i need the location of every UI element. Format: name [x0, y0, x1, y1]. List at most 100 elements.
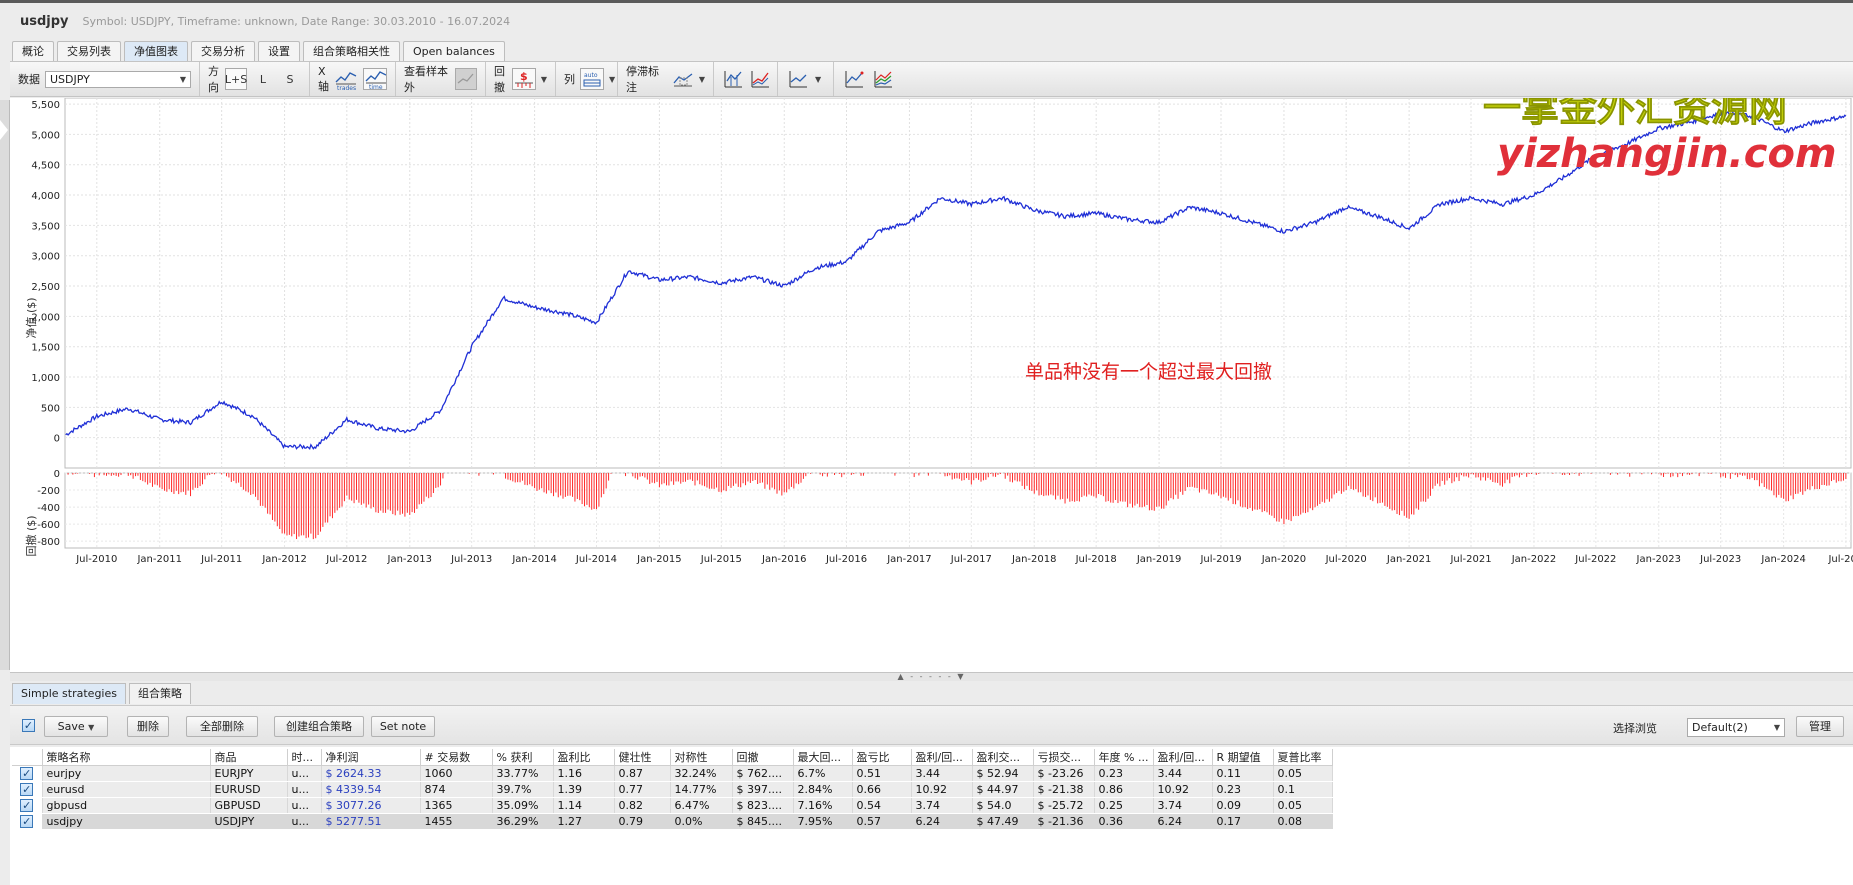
direction-long-button[interactable]: L [259, 72, 267, 86]
view-select[interactable]: Default(2) ▼ [1687, 718, 1785, 737]
column-header[interactable]: R 期望值 [1212, 749, 1274, 766]
oos-toggle[interactable] [455, 68, 477, 90]
multi-chart-group [834, 62, 904, 96]
column-header[interactable]: % 获利 [492, 749, 554, 766]
table-cell: 0.23 [1212, 781, 1274, 798]
equity-chart-red-button[interactable] [749, 68, 771, 90]
table-row[interactable]: ✓ usdjpy USDJPY u... $ 5277.51 1455 36.29% 1.27… [12, 813, 1333, 830]
table-cell: $ 823.... [732, 797, 794, 814]
table-cell: u... [287, 797, 322, 814]
tab-settings[interactable]: 设置 [258, 41, 300, 61]
columns-auto-select[interactable]: auto [580, 68, 604, 90]
set-note-button[interactable]: Set note [371, 716, 435, 737]
tab-portfolio-correlation[interactable]: 组合策略相关性 [303, 41, 400, 61]
table-cell: 0.87 [614, 765, 671, 782]
equity-chart-button[interactable] [722, 68, 744, 90]
table-cell: 0.54 [852, 797, 912, 814]
chevron-down-icon[interactable]: ▼ [609, 74, 616, 84]
tab-portfolio-strategies[interactable]: 组合策略 [128, 683, 191, 704]
xaxis-trades-button[interactable]: trades [334, 68, 358, 90]
column-header[interactable]: 盈利/回... [911, 749, 973, 766]
tab-open-balances[interactable]: Open balances [403, 41, 505, 61]
columns-auto-caption: auto [584, 72, 598, 79]
column-header[interactable]: 盈利交... [972, 749, 1034, 766]
drawdown-tick-label: -400 [37, 503, 60, 514]
direction-short-button[interactable]: S [286, 72, 294, 86]
column-header[interactable]: 盈利比 [553, 749, 615, 766]
select-all-checkbox[interactable]: ✓ [22, 719, 35, 732]
tab-trade-list[interactable]: 交易列表 [57, 41, 121, 61]
delete-all-button[interactable]: 全部删除 [186, 716, 258, 737]
x-tick-label: Jan-2016 [761, 554, 806, 565]
table-row[interactable]: ✓ eurjpy EURJPY u... $ 2624.33 1060 33.77% 1.16… [12, 765, 1333, 782]
svg-text:$: $ [520, 70, 528, 83]
portfolio-chart-button[interactable] [842, 68, 866, 90]
multi-series-chart-button[interactable] [871, 68, 895, 90]
row-checkbox[interactable]: ✓ [20, 767, 34, 780]
column-header[interactable]: 策略名称 [42, 749, 211, 766]
column-header[interactable]: 时... [287, 749, 322, 766]
row-checkbox[interactable]: ✓ [20, 815, 34, 828]
equity-tick-label: 3,500 [31, 221, 60, 232]
collapse-arrow-icon[interactable] [0, 120, 8, 140]
column-header[interactable]: 对称性 [670, 749, 733, 766]
chevron-down-icon[interactable]: ▼ [815, 74, 822, 84]
column-header[interactable]: 盈利/回... [1153, 749, 1213, 766]
column-header[interactable]: 夏普比率 [1273, 749, 1333, 766]
xaxis-label: X 轴 [318, 64, 329, 93]
xaxis-time-button[interactable]: time [363, 68, 387, 90]
x-tick-label: Jul-2022 [1574, 554, 1616, 565]
chevron-down-icon[interactable]: ▼ [698, 74, 705, 84]
table-cell: 0.77 [614, 781, 671, 798]
x-tick-label: Jan-2023 [1636, 554, 1681, 565]
create-portfolio-button[interactable]: 创建组合策略 [274, 716, 364, 737]
strategy-subtitle: Symbol: USDJPY, Timeframe: unknown, Date… [82, 14, 511, 28]
table-row[interactable]: ✓ eurusd EURUSD u... $ 4339.54 874 39.7% 1.39 0.… [12, 781, 1333, 798]
save-button[interactable]: Save ▼ [44, 716, 108, 737]
row-checkbox[interactable]: ✓ [20, 783, 34, 796]
table-cell: USDJPY [210, 813, 288, 830]
chevron-down-icon[interactable]: ▼ [540, 74, 547, 84]
column-header[interactable]: 年度 % ... [1094, 749, 1154, 766]
equity-tick-label: 500 [41, 403, 60, 414]
direction-group: 方向 L+S L S [200, 62, 310, 96]
drawdown-group: 回撤 $ ▼ [486, 62, 556, 96]
tab-equity-chart[interactable]: 净值图表 [124, 41, 188, 61]
column-header[interactable]: # 交易数 [420, 749, 493, 766]
drawdown-mode-select[interactable]: $ [511, 68, 536, 90]
tab-simple-strategies[interactable]: Simple strategies [12, 683, 126, 704]
column-header[interactable]: 回撤 [732, 749, 794, 766]
table-cell: u... [287, 781, 322, 798]
auto-columns-icon: auto [583, 72, 601, 87]
line-chart-icon [751, 71, 769, 88]
x-tick-label: Jan-2020 [1261, 554, 1306, 565]
column-header[interactable]: 健壮性 [614, 749, 671, 766]
stagnation-button[interactable] [672, 68, 694, 90]
tab-overview[interactable]: 概论 [12, 41, 54, 61]
delete-button[interactable]: 删除 [127, 716, 169, 737]
row-checkbox-cell: ✓ [12, 797, 43, 814]
x-tick-label: Jul-2012 [325, 554, 367, 565]
table-cell: 0.51 [852, 765, 912, 782]
direction-ls-button[interactable]: L+S [225, 68, 247, 90]
table-row[interactable]: ✓ gbpusd GBPUSD u... $ 3077.26 1365 35.09% 1.14… [12, 797, 1333, 814]
row-checkbox[interactable]: ✓ [20, 799, 34, 812]
x-tick-label: Jan-2012 [261, 554, 306, 565]
column-header[interactable]: 商品 [210, 749, 288, 766]
column-header[interactable]: 最大回... [793, 749, 853, 766]
table-cell: u... [287, 813, 322, 830]
table-cell: 0.05 [1273, 765, 1333, 782]
column-header[interactable]: 盈亏比 [852, 749, 912, 766]
drawdown-tick-label: 0 [54, 469, 60, 480]
tab-trade-analysis[interactable]: 交易分析 [191, 41, 255, 61]
column-header[interactable]: 净利润 [321, 749, 421, 766]
panel-splitter[interactable]: ▲ - - - - - ▼ [10, 673, 1853, 681]
column-header[interactable]: 亏损交... [1033, 749, 1095, 766]
strategies-table: 策略名称 商品 时... 净利润 # 交易数% 获利 盈利比 健壮性 对称性 回撤 最大回... 盈… [12, 749, 1333, 830]
compare-chart-button[interactable] [786, 68, 810, 90]
data-select[interactable]: USDJPY ▼ [45, 70, 191, 88]
portfolio-chart-icon [845, 71, 864, 88]
manage-button[interactable]: 管理 [1796, 716, 1844, 737]
left-collapse-gutter[interactable] [0, 100, 10, 670]
table-cell: 14.77% [670, 781, 733, 798]
